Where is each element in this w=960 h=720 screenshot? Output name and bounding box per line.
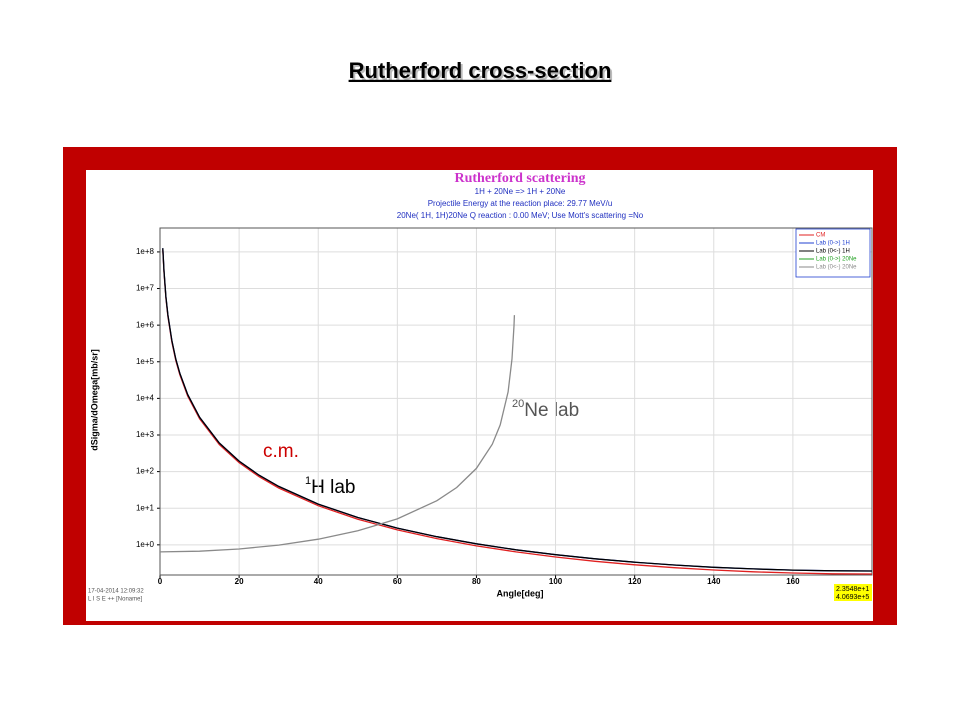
x-tick-label: 100 (549, 577, 563, 586)
annotation-sup: 1 (305, 475, 311, 487)
series-line (162, 248, 872, 572)
annotation: c.m. (263, 441, 299, 462)
legend-entry: Lab (0<-) 20Ne (816, 265, 857, 271)
x-tick-label: 120 (628, 577, 642, 586)
x-tick-label: 80 (472, 577, 481, 586)
cursor-readout: 2.3548e+1 (836, 586, 869, 593)
x-tick-label: 0 (158, 577, 163, 586)
slide-title: Rutherford cross-section (349, 58, 612, 83)
legend-box (795, 228, 871, 278)
y-tick-label: 1e+0 (136, 540, 155, 549)
annotation: 20Ne lab (512, 398, 579, 421)
legend-entry: Lab (0->) 20Ne (816, 257, 857, 263)
series-line (160, 315, 516, 553)
x-tick-label: 40 (314, 577, 323, 586)
y-tick-label: 1e+2 (136, 467, 155, 476)
x-tick-label: 140 (707, 577, 721, 586)
chart-title: Rutherford scattering (454, 171, 585, 186)
subtitle: Projectile Energy at the reaction place:… (428, 199, 613, 208)
x-tick-label: 160 (786, 577, 800, 586)
legend-entry: Lab (0<-) 1H (816, 249, 850, 255)
y-tick-label: 1e+6 (136, 320, 155, 329)
y-tick-label: 1e+5 (136, 357, 155, 366)
y-tick-label: 1e+7 (136, 284, 155, 293)
x-axis-label: Angle[deg] (497, 588, 544, 598)
annotation-text: Ne lab (524, 400, 579, 421)
footer: L I S E ++ [Noname] (88, 597, 142, 603)
annotation: 1H lab (305, 475, 355, 498)
y-tick-label: 1e+3 (136, 430, 155, 439)
plot-frame (159, 227, 873, 576)
annotation-text: H lab (311, 477, 355, 498)
slide-title-shadow: Rutherford cross-section (351, 60, 614, 85)
y-axis-label: dSigma/dOmega[mb/sr] (89, 349, 99, 451)
y-tick-label: 1e+4 (136, 393, 155, 402)
legend-entry: CM (816, 233, 825, 239)
x-tick-label: 20 (235, 577, 244, 586)
legend-entry: Lab (0->) 1H (816, 241, 850, 247)
footer: 17-04-2014 12:09:32 (88, 589, 144, 595)
y-tick-label: 1e+1 (136, 503, 155, 512)
x-tick-label: 60 (393, 577, 402, 586)
cursor-box (834, 584, 872, 601)
subtitle: 1H + 20Ne => 1H + 20Ne (475, 187, 566, 196)
subtitle: 20Ne( 1H, 1H)20Ne Q reaction : 0.00 MeV;… (397, 211, 644, 220)
cursor-readout: 4.0693e+5 (836, 594, 869, 601)
y-tick-label: 1e+8 (136, 247, 155, 256)
chart-panel (86, 170, 873, 621)
annotation-sup: 20 (512, 398, 524, 410)
